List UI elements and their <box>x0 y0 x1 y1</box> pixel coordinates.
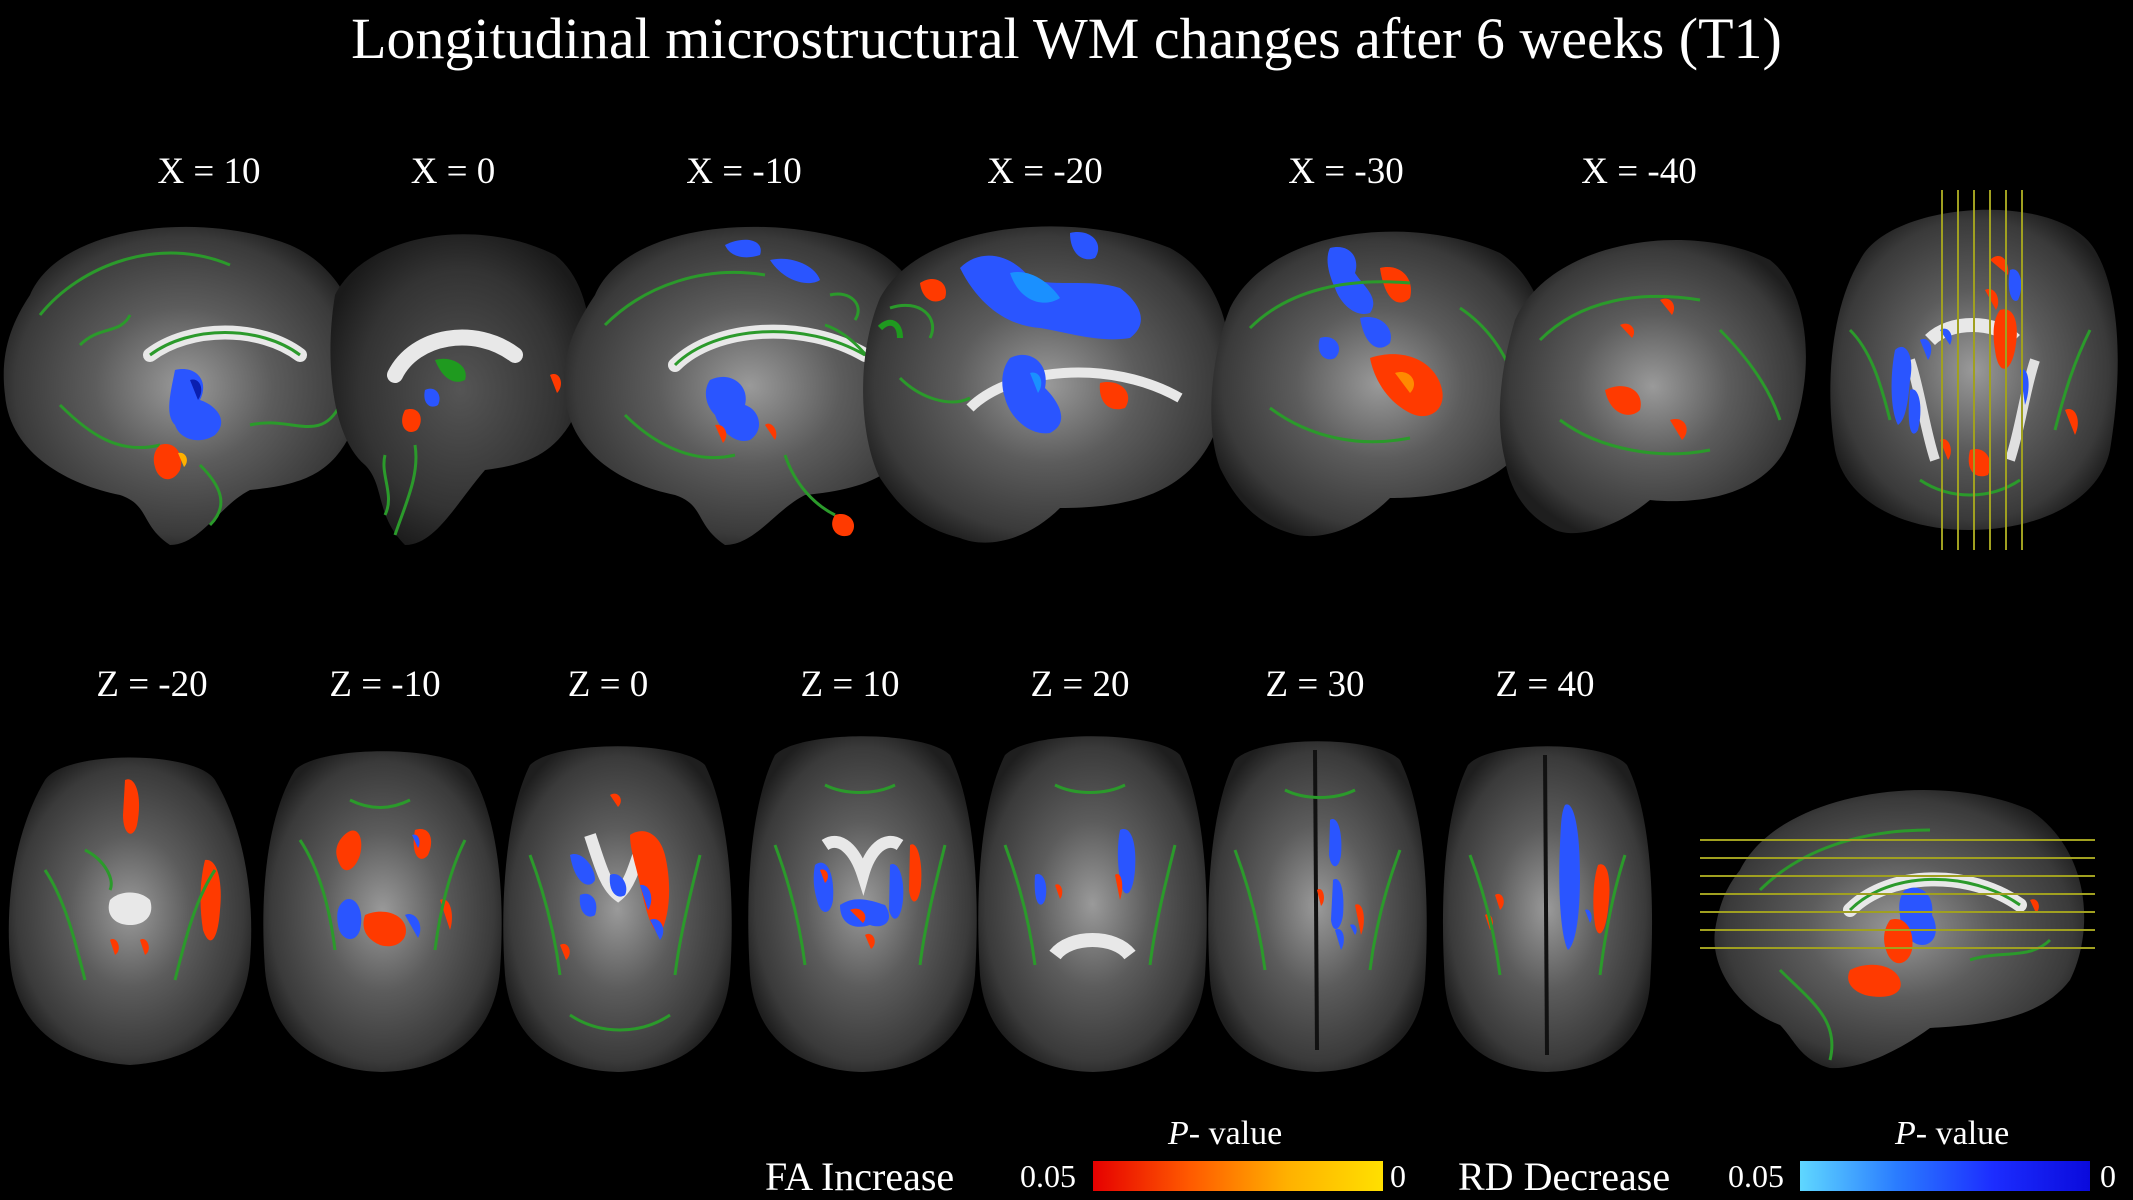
axial-label-7: Z = 40 <box>1495 664 1595 705</box>
figure-title: Longitudinal microstructural WM changes … <box>351 6 1782 71</box>
sagittal-reference-slice <box>1700 770 2095 1075</box>
sagittal-slice-x-20 <box>860 208 1245 550</box>
rd-colorbar <box>1800 1161 2090 1191</box>
sagittal-label-6: X = -40 <box>1581 151 1697 192</box>
rd-pvalue-suffix: - value <box>1915 1115 2010 1152</box>
sagittal-slice-x-30 <box>1210 208 1560 550</box>
sagittal-label-4: X = -20 <box>987 151 1103 192</box>
axial-label-5: Z = 20 <box>1030 664 1130 705</box>
sagittal-label-3: X = -10 <box>686 151 802 192</box>
fa-min-value: 0.05 <box>1020 1158 1076 1194</box>
fa-increase-label: FA Increase <box>765 1154 955 1199</box>
axial-slice-z0 <box>500 735 735 1075</box>
sagittal-slice-x-40 <box>1499 210 1815 550</box>
axial-slice-z10 <box>745 725 980 1075</box>
axial-slice-z40 <box>1440 735 1655 1075</box>
sagittal-slice-x-10 <box>564 205 950 550</box>
coronal-reference-slice <box>1820 190 2125 550</box>
rd-min-value: 0.05 <box>1728 1158 1784 1194</box>
sagittal-label-5: X = -30 <box>1288 151 1404 192</box>
axial-label-4: Z = 10 <box>800 664 900 705</box>
axial-slice-z20 <box>975 725 1210 1075</box>
fa-pvalue-label: P- value <box>1168 1115 1282 1153</box>
fa-pvalue-suffix: - value <box>1188 1115 1283 1152</box>
rd-max-value: 0 <box>2100 1158 2116 1194</box>
axial-label-2: Z = -10 <box>329 664 441 705</box>
fa-max-value: 0 <box>1390 1158 1406 1194</box>
sagittal-slice-x10 <box>0 205 380 550</box>
axial-label-3: Z = 0 <box>567 664 649 705</box>
rd-pvalue-label: P- value <box>1895 1115 2009 1153</box>
axial-label-6: Z = 30 <box>1265 664 1365 705</box>
axial-slice-z30 <box>1205 730 1430 1075</box>
axial-slice-z-20 <box>5 740 255 1070</box>
rd-decrease-label: RD Decrease <box>1458 1154 1671 1199</box>
sagittal-label-1: X = 10 <box>157 151 261 192</box>
rd-pvalue-prefix: P <box>1895 1115 1916 1152</box>
sagittal-label-2: X = 0 <box>410 151 496 192</box>
axial-label-1: Z = -20 <box>96 664 208 705</box>
fa-pvalue-prefix: P <box>1168 1115 1189 1152</box>
axial-slice-z-10 <box>260 740 505 1075</box>
fa-colorbar <box>1093 1161 1383 1191</box>
sagittal-slice-x0 <box>325 215 595 550</box>
